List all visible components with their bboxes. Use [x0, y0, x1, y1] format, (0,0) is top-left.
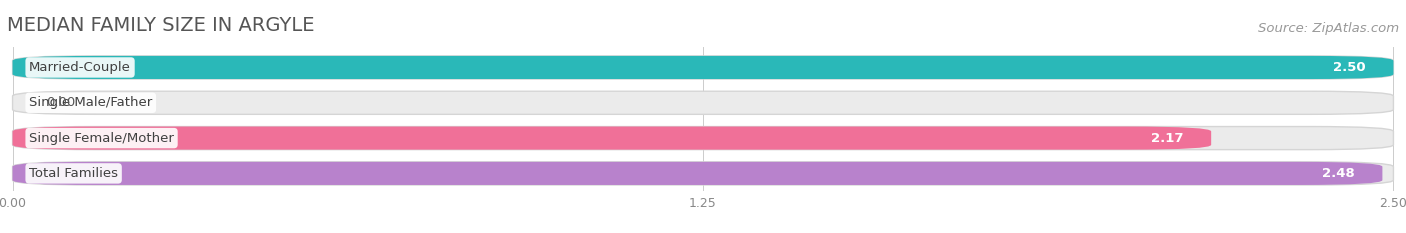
FancyBboxPatch shape: [13, 162, 1393, 185]
Text: Source: ZipAtlas.com: Source: ZipAtlas.com: [1258, 22, 1399, 35]
Text: Single Female/Mother: Single Female/Mother: [30, 132, 174, 145]
Text: 2.50: 2.50: [1333, 61, 1365, 74]
Text: 0.00: 0.00: [46, 96, 75, 109]
Text: Total Families: Total Families: [30, 167, 118, 180]
FancyBboxPatch shape: [13, 56, 1393, 79]
FancyBboxPatch shape: [13, 56, 1393, 79]
Text: 2.48: 2.48: [1322, 167, 1355, 180]
FancyBboxPatch shape: [13, 127, 1393, 150]
Text: Married-Couple: Married-Couple: [30, 61, 131, 74]
Text: Single Male/Father: Single Male/Father: [30, 96, 152, 109]
FancyBboxPatch shape: [13, 127, 1211, 150]
Text: MEDIAN FAMILY SIZE IN ARGYLE: MEDIAN FAMILY SIZE IN ARGYLE: [7, 16, 315, 35]
FancyBboxPatch shape: [13, 91, 1393, 114]
FancyBboxPatch shape: [13, 162, 1382, 185]
Text: 2.17: 2.17: [1152, 132, 1184, 145]
